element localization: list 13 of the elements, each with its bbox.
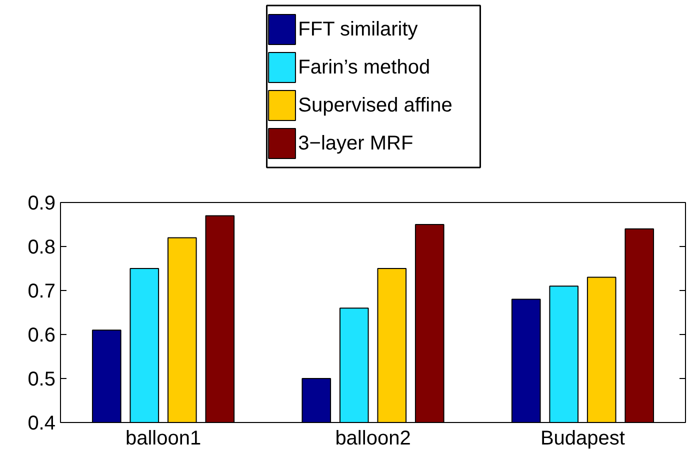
legend-label: Supervised affine [298,94,452,116]
legend-label: 3−layer MRF [298,132,414,154]
y-tick-label: 0.8 [28,236,56,258]
y-tick-label: 0.5 [28,368,56,390]
x-tick-label: balloon1 [125,428,202,450]
x-tick-label: Budapest [540,428,626,450]
y-tick-label: 0.6 [28,324,56,346]
y-tick-label: 0.4 [28,412,56,434]
legend-label: Farin’s method [298,56,430,78]
legend-label: FFT similarity [298,18,418,40]
y-tick-label: 0.7 [28,280,56,302]
y-tick-label: 0.9 [28,192,56,214]
x-tick-label: balloon2 [335,428,411,450]
